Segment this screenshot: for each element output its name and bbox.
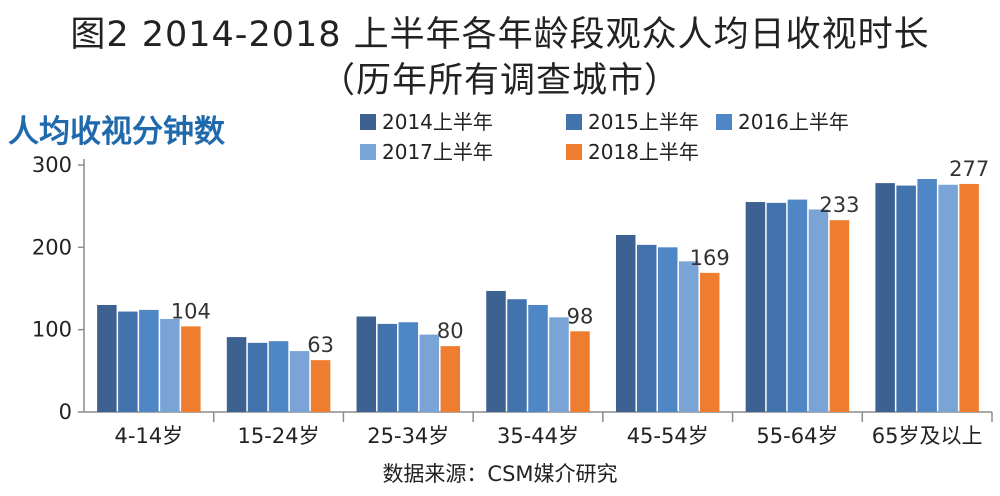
y-tick-label: 300 bbox=[32, 153, 72, 177]
y-axis-label: 人均收视分钟数 bbox=[8, 114, 225, 150]
data-label: 277 bbox=[949, 157, 989, 181]
y-tick-label: 100 bbox=[32, 318, 72, 342]
legend-label: 2015上半年 bbox=[588, 110, 699, 134]
legend-swatch bbox=[360, 114, 376, 130]
bar-5 bbox=[570, 331, 590, 412]
data-label: 104 bbox=[171, 299, 211, 323]
data-label: 98 bbox=[567, 304, 594, 328]
y-tick-label: 200 bbox=[32, 235, 72, 259]
y-tick-label: 0 bbox=[59, 400, 72, 424]
legend-swatch bbox=[566, 114, 582, 130]
bar-1 bbox=[97, 304, 117, 412]
bar-2 bbox=[507, 299, 527, 412]
data-label: 63 bbox=[307, 333, 334, 357]
bar-2 bbox=[896, 185, 916, 412]
bar-1 bbox=[486, 290, 506, 412]
bar-5 bbox=[440, 346, 461, 412]
x-tick-label: 25-34岁 bbox=[367, 424, 449, 448]
bar-5 bbox=[829, 220, 850, 412]
x-tick-label: 45-54岁 bbox=[627, 424, 709, 448]
chart-subtitle: （历年所有调查城市） bbox=[319, 61, 680, 101]
bar-5 bbox=[310, 360, 331, 412]
bar-3 bbox=[657, 247, 678, 412]
bar-1 bbox=[615, 234, 636, 412]
x-tick-label: 65岁及以上 bbox=[872, 424, 983, 448]
bar-1 bbox=[356, 316, 377, 412]
bar-3 bbox=[528, 304, 548, 412]
x-tick-label: 55-64岁 bbox=[756, 424, 838, 448]
chart-title: 图2 2014-2018 上半年各年龄段观众人均日收视时长 bbox=[70, 15, 930, 55]
bar-1 bbox=[875, 183, 895, 412]
source-note: 数据来源：CSM媒介研究 bbox=[382, 462, 617, 486]
bar-3 bbox=[398, 322, 419, 412]
bar-3 bbox=[268, 341, 289, 412]
x-tick-label: 4-14岁 bbox=[115, 424, 184, 448]
x-tick-label: 15-24岁 bbox=[238, 424, 320, 448]
bar-5 bbox=[699, 272, 720, 412]
bar-4 bbox=[419, 334, 440, 412]
bar-2 bbox=[766, 202, 787, 412]
x-tick-label: 35-44岁 bbox=[497, 424, 579, 448]
bar-3 bbox=[787, 199, 808, 412]
bar-3 bbox=[139, 309, 159, 412]
bar-4 bbox=[808, 209, 829, 412]
legend-swatch bbox=[360, 144, 376, 160]
legend-label: 2017上半年 bbox=[382, 140, 493, 164]
bar-4 bbox=[938, 184, 958, 412]
bar-2 bbox=[636, 244, 657, 412]
data-label: 233 bbox=[819, 193, 859, 217]
legend-swatch bbox=[566, 144, 582, 160]
legend-label: 2016上半年 bbox=[738, 110, 849, 134]
bar-1 bbox=[745, 202, 766, 412]
bar-5 bbox=[181, 326, 201, 412]
bar-1 bbox=[226, 337, 247, 412]
legend-label: 2018上半年 bbox=[588, 140, 699, 164]
bar-4 bbox=[678, 261, 699, 412]
legend-swatch bbox=[716, 114, 732, 130]
legend-label: 2014上半年 bbox=[382, 110, 493, 134]
data-label: 169 bbox=[690, 246, 730, 270]
bar-5 bbox=[959, 183, 979, 412]
bar-4 bbox=[549, 317, 569, 412]
bar-4 bbox=[289, 351, 310, 412]
bar-2 bbox=[377, 323, 398, 412]
bar-4 bbox=[160, 318, 180, 412]
bar-2 bbox=[247, 342, 268, 412]
bar-3 bbox=[917, 178, 937, 412]
data-label: 80 bbox=[437, 319, 464, 343]
bar-2 bbox=[118, 311, 138, 412]
